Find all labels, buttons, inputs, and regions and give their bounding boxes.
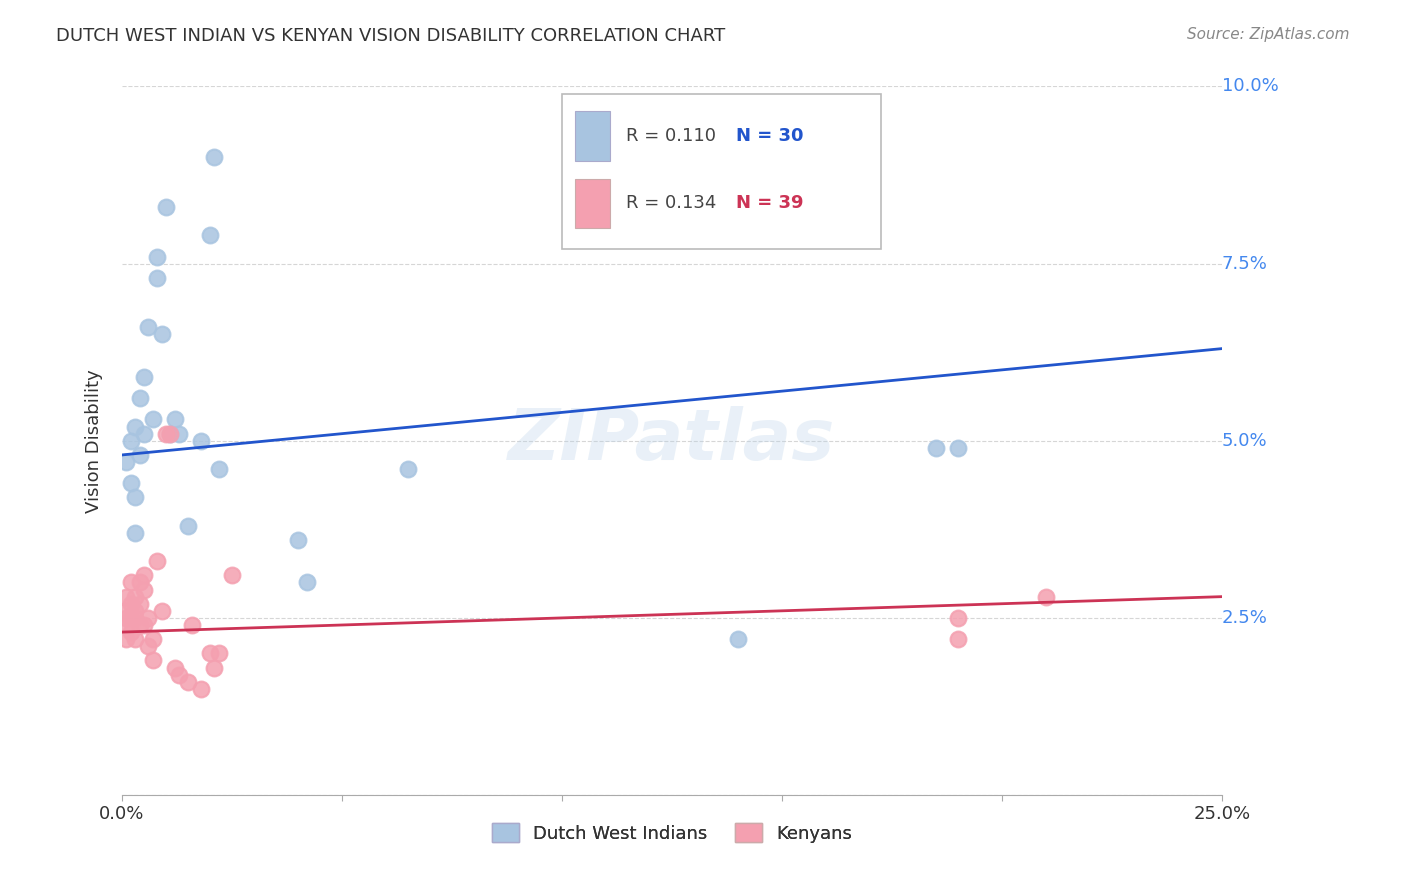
Point: [128, 618, 150, 632]
Point: [146, 250, 169, 264]
Point: [132, 426, 155, 441]
Point: [946, 611, 969, 625]
Text: DUTCH WEST INDIAN VS KENYAN VISION DISABILITY CORRELATION CHART: DUTCH WEST INDIAN VS KENYAN VISION DISAB…: [56, 27, 725, 45]
Point: [120, 625, 142, 640]
Point: [132, 582, 155, 597]
Point: [124, 604, 146, 618]
Point: [198, 228, 221, 243]
Point: [925, 441, 948, 455]
Point: [946, 632, 969, 647]
Point: [115, 618, 138, 632]
Point: [115, 455, 138, 469]
Point: [190, 681, 212, 696]
Point: [167, 667, 190, 681]
Point: [155, 426, 177, 441]
Point: [132, 618, 155, 632]
Point: [396, 462, 419, 476]
Point: [132, 370, 155, 384]
Point: [1035, 590, 1057, 604]
Text: 2.5%: 2.5%: [1222, 609, 1268, 627]
Point: [198, 646, 221, 660]
Text: Source: ZipAtlas.com: Source: ZipAtlas.com: [1187, 27, 1350, 42]
Y-axis label: Vision Disability: Vision Disability: [86, 369, 103, 513]
Point: [204, 660, 226, 674]
Text: 5.0%: 5.0%: [1222, 432, 1267, 450]
Text: ZIPatlas: ZIPatlas: [508, 406, 835, 475]
Point: [163, 412, 186, 426]
Point: [128, 448, 150, 462]
Point: [142, 653, 165, 667]
Point: [128, 597, 150, 611]
Point: [115, 590, 138, 604]
Point: [287, 533, 309, 547]
Text: N = 39: N = 39: [735, 194, 803, 212]
Point: [124, 611, 146, 625]
Text: R = 0.110: R = 0.110: [626, 127, 716, 145]
Point: [295, 575, 318, 590]
Point: [124, 491, 146, 505]
Point: [120, 434, 142, 448]
Point: [155, 200, 177, 214]
Point: [208, 462, 231, 476]
Point: [204, 150, 226, 164]
Point: [120, 597, 142, 611]
Point: [115, 604, 138, 618]
Point: [120, 476, 142, 491]
FancyBboxPatch shape: [562, 94, 880, 250]
Point: [159, 426, 181, 441]
Point: [177, 518, 200, 533]
Point: [167, 426, 190, 441]
Point: [124, 590, 146, 604]
Point: [146, 270, 169, 285]
Point: [190, 434, 212, 448]
Point: [128, 575, 150, 590]
Point: [946, 441, 969, 455]
Point: [142, 412, 165, 426]
Point: [221, 568, 243, 582]
Point: [177, 674, 200, 689]
Point: [142, 632, 165, 647]
Text: R = 0.134: R = 0.134: [626, 194, 716, 212]
Text: 10.0%: 10.0%: [1222, 78, 1278, 95]
Point: [128, 391, 150, 405]
Text: 7.5%: 7.5%: [1222, 254, 1268, 273]
Point: [115, 611, 138, 625]
Point: [181, 618, 204, 632]
Point: [150, 327, 173, 342]
Point: [124, 419, 146, 434]
Point: [138, 639, 160, 653]
Point: [163, 660, 186, 674]
Point: [146, 554, 169, 568]
Point: [120, 575, 142, 590]
Bar: [575, 112, 610, 161]
Legend: Dutch West Indians, Kenyans: Dutch West Indians, Kenyans: [485, 816, 859, 850]
Point: [138, 611, 160, 625]
Point: [150, 604, 173, 618]
Point: [138, 320, 160, 334]
Point: [115, 632, 138, 647]
Point: [159, 426, 181, 441]
Point: [124, 525, 146, 540]
Point: [124, 632, 146, 647]
Point: [120, 611, 142, 625]
Point: [208, 646, 231, 660]
Bar: [575, 178, 610, 228]
Point: [132, 568, 155, 582]
Text: N = 30: N = 30: [735, 127, 803, 145]
Point: [727, 632, 749, 647]
